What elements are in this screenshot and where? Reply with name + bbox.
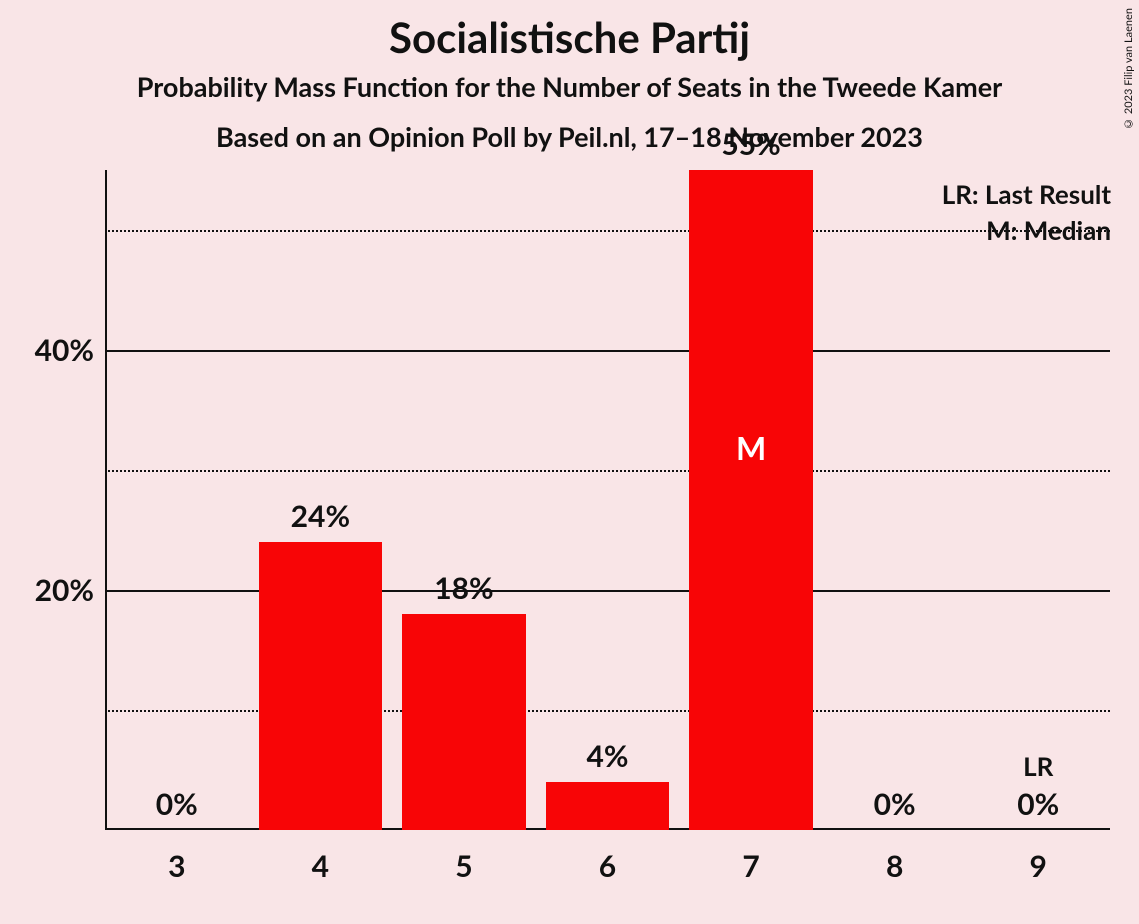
bar-value-label: 0% [115,786,238,822]
grid-major [105,350,1110,352]
bar-lr-marker: LR [976,750,1099,782]
bar [546,782,669,830]
chart-subtitle-1: Probability Mass Function for the Number… [0,70,1139,103]
bar [689,170,812,830]
grid-major [105,590,1110,592]
x-tick-label: 5 [402,848,525,884]
legend-m: M: Median [986,214,1111,246]
y-axis-line [105,170,107,830]
bar-value-label: 4% [546,738,669,774]
grid-minor [105,470,1110,472]
bar-value-label: 55% [689,126,812,162]
x-tick-label: 4 [259,848,382,884]
legend-lr: LR: Last Result [942,178,1111,210]
bar-value-label: 0% [976,786,1099,822]
y-tick-label: 20% [0,572,94,608]
chart-title: Socialistische Partij [0,12,1139,62]
copyright-text: © 2023 Filip van Laenen [1122,8,1135,130]
bar [402,614,525,830]
bar-median-marker: M [689,428,812,467]
y-tick-label: 40% [0,332,94,368]
bar-value-label: 24% [259,498,382,534]
bar-value-label: 18% [402,570,525,606]
bar-value-label: 0% [833,786,956,822]
bar [259,542,382,830]
grid-minor [105,230,1110,232]
x-tick-label: 9 [976,848,1099,884]
grid-minor [105,710,1110,712]
x-tick-label: 7 [689,848,812,884]
plot-area: 0%24%18%4%M55%0%0%LR [105,170,1110,830]
x-tick-label: 8 [833,848,956,884]
x-tick-label: 3 [115,848,238,884]
x-tick-label: 6 [546,848,669,884]
chart-subtitle-2: Based on an Opinion Poll by Peil.nl, 17–… [0,120,1139,153]
chart-container: Socialistische Partij Probability Mass F… [0,0,1139,924]
